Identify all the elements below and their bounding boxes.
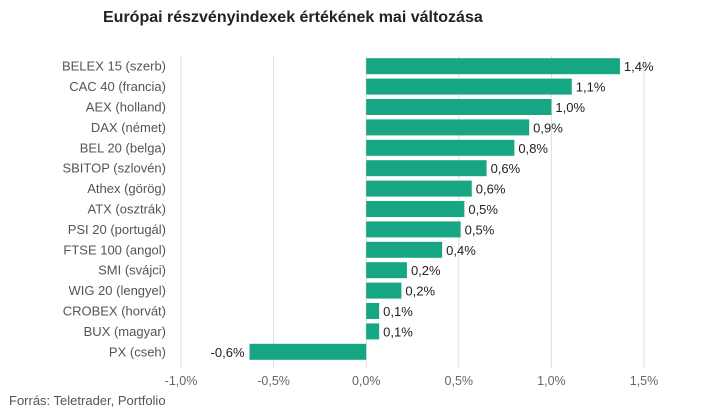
category-label: WIG 20 (lengyel) bbox=[68, 283, 166, 298]
data-label: 1,4% bbox=[624, 59, 654, 74]
category-label: SBITOP (szlovén) bbox=[62, 161, 166, 176]
bar bbox=[366, 99, 552, 115]
x-tick-label: 1,5% bbox=[630, 374, 659, 388]
source-note: Forrás: Teletrader, Portfolio bbox=[9, 393, 166, 408]
x-tick-label: 0,0% bbox=[352, 374, 381, 388]
category-label: PSI 20 (portugál) bbox=[68, 222, 166, 237]
category-label: BUX (magyar) bbox=[84, 324, 166, 339]
data-label: 0,6% bbox=[491, 161, 521, 176]
data-label: 0,8% bbox=[518, 141, 548, 156]
data-label: 0,5% bbox=[468, 202, 498, 217]
category-label: CROBEX (horvát) bbox=[63, 304, 166, 319]
category-label: BEL 20 (belga) bbox=[80, 140, 166, 155]
x-axis-ticks: -1,0% -0,5% 0,0% 0,5% 1,0% 1,5% bbox=[165, 374, 659, 388]
bar bbox=[366, 282, 402, 299]
bars bbox=[249, 58, 620, 360]
category-label: ATX (osztrák) bbox=[88, 202, 167, 217]
bar bbox=[366, 58, 620, 75]
chart-title: Európai részvényindexek értékének mai vá… bbox=[103, 9, 483, 26]
data-label: 0,1% bbox=[383, 304, 413, 319]
category-labels: BELEX 15 (szerb) CAC 40 (francia) AEX (hol… bbox=[62, 59, 166, 360]
data-label: 0,9% bbox=[533, 120, 563, 135]
data-label: 1,0% bbox=[555, 100, 585, 115]
data-label: 1,1% bbox=[576, 80, 606, 95]
bar bbox=[366, 160, 487, 177]
x-tick-label: 1,0% bbox=[537, 374, 566, 388]
category-label: CAC 40 (francia) bbox=[69, 79, 166, 94]
bar bbox=[366, 241, 443, 258]
bar bbox=[366, 139, 515, 156]
bar bbox=[366, 201, 465, 217]
category-label: DAX (német) bbox=[91, 120, 166, 135]
bar bbox=[249, 343, 367, 360]
x-tick-label: -0,5% bbox=[257, 374, 290, 388]
category-label: FTSE 100 (angol) bbox=[63, 242, 166, 257]
value-labels: 1,4% 1,1% 1,0% 0,9% 0,8% 0,6% 0,6% 0,5% 0,5% 0,4%… bbox=[211, 59, 654, 360]
bar bbox=[366, 303, 380, 319]
bar bbox=[366, 78, 572, 95]
data-label: 0,2% bbox=[405, 284, 435, 299]
category-label: AEX (holland) bbox=[86, 100, 166, 115]
bar bbox=[366, 323, 380, 340]
data-label: -0,6% bbox=[211, 345, 245, 360]
data-label: 0,4% bbox=[446, 243, 476, 258]
category-label: Athex (görög) bbox=[87, 181, 166, 196]
category-label: PX (cseh) bbox=[109, 344, 166, 359]
x-tick-label: 0,5% bbox=[445, 374, 474, 388]
category-label: SMI (svájci) bbox=[98, 263, 166, 278]
bar bbox=[366, 262, 407, 279]
bar bbox=[366, 180, 472, 197]
x-tick-label: -1,0% bbox=[165, 374, 198, 388]
data-label: 0,6% bbox=[476, 182, 506, 197]
bar bbox=[366, 221, 461, 238]
category-label: BELEX 15 (szerb) bbox=[62, 59, 166, 74]
data-label: 0,5% bbox=[465, 222, 495, 237]
bar bbox=[366, 119, 530, 136]
data-label: 0,1% bbox=[383, 324, 413, 339]
data-label: 0,2% bbox=[411, 263, 441, 278]
